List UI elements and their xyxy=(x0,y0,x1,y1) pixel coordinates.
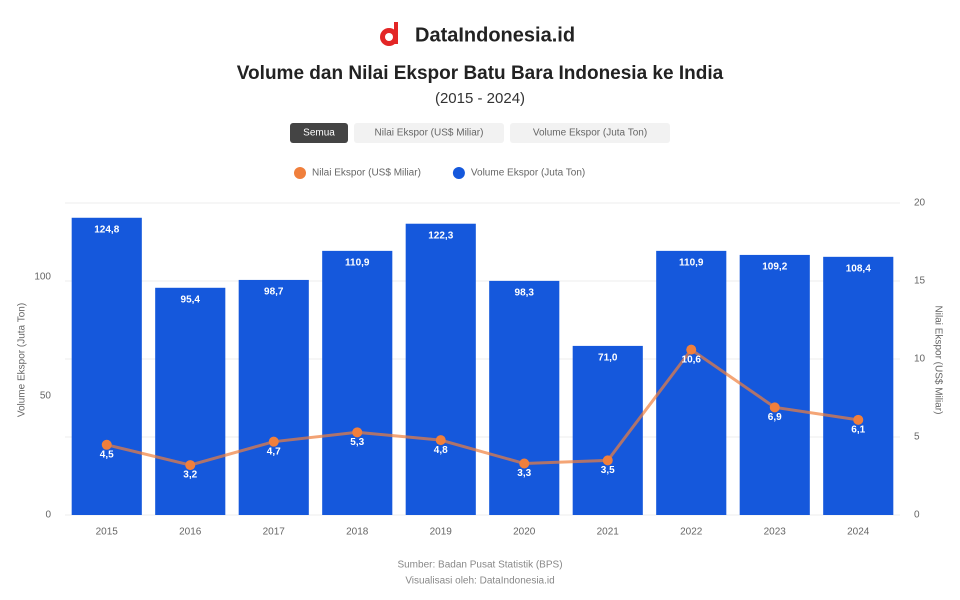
filter-button[interactable] xyxy=(290,123,348,143)
line-point xyxy=(853,414,864,425)
bar xyxy=(823,256,894,515)
y-tick-label: 100 xyxy=(34,271,51,282)
chart-subtitle: (2015 - 2024) xyxy=(435,90,525,107)
y2-tick-label: 20 xyxy=(914,198,926,209)
line-point xyxy=(769,402,780,413)
x-tick-label: 2017 xyxy=(263,527,286,538)
logo-icon xyxy=(385,33,393,41)
legend-marker[interactable] xyxy=(452,167,465,179)
point-value-label: 6,9 xyxy=(768,412,782,423)
bar xyxy=(572,345,643,515)
bar xyxy=(71,217,142,515)
bar xyxy=(489,280,560,515)
y-tick-label: 50 xyxy=(40,391,52,402)
filter-button-label[interactable]: Semua xyxy=(303,128,335,139)
credit-note: Visualisasi oleh: DataIndonesia.id xyxy=(405,576,554,587)
line-point xyxy=(352,427,363,438)
bar-value-label: 124,8 xyxy=(94,224,119,235)
point-value-label: 10,6 xyxy=(682,354,702,365)
bar xyxy=(155,287,226,515)
source-note: Sumber: Badan Pusat Statistik (BPS) xyxy=(397,560,562,571)
point-value-label: 3,5 xyxy=(601,465,615,476)
y2-tick-label: 5 xyxy=(914,432,920,443)
point-value-label: 3,2 xyxy=(183,470,197,481)
legend-label[interactable]: Nilai Ekspor (US$ Miliar) xyxy=(312,168,421,179)
bar xyxy=(322,250,393,515)
legend-marker[interactable] xyxy=(294,167,306,179)
filter-button-label[interactable]: Volume Ekspor (Juta Ton) xyxy=(533,128,647,139)
bar-value-label: 98,3 xyxy=(515,288,535,299)
bar xyxy=(739,254,810,516)
bar-value-label: 98,7 xyxy=(264,287,284,298)
x-tick-label: 2020 xyxy=(513,527,536,538)
bar-value-label: 108,4 xyxy=(846,263,871,274)
point-value-label: 5,3 xyxy=(350,437,364,448)
x-tick-label: 2024 xyxy=(847,527,870,538)
line-point xyxy=(101,439,112,450)
legend-label[interactable]: Volume Ekspor (Juta Ton) xyxy=(471,168,585,179)
point-value-label: 4,7 xyxy=(267,446,281,457)
x-tick-label: 2015 xyxy=(96,527,119,538)
bar-value-label: 95,4 xyxy=(181,294,201,305)
y-tick-label: 0 xyxy=(45,510,51,521)
point-value-label: 4,8 xyxy=(434,445,448,456)
x-tick-label: 2021 xyxy=(597,527,620,538)
bar-value-label: 110,9 xyxy=(345,258,370,269)
x-tick-label: 2016 xyxy=(179,527,202,538)
line-point xyxy=(519,458,530,469)
logo-icon xyxy=(394,22,398,44)
line-point xyxy=(435,435,446,446)
x-tick-label: 2022 xyxy=(680,527,703,538)
bar-value-label: 109,2 xyxy=(762,262,787,273)
bar-value-label: 110,9 xyxy=(679,258,704,269)
line-point xyxy=(185,460,196,471)
line xyxy=(106,347,859,467)
x-tick-label: 2023 xyxy=(764,527,787,538)
y2-axis-title: Nilai Ekspor (US$ Miliar) xyxy=(932,306,943,415)
point-value-label: 3,3 xyxy=(517,468,531,479)
filter-button[interactable] xyxy=(354,123,504,143)
line-point xyxy=(268,436,279,447)
point-value-label: 4,5 xyxy=(100,449,114,460)
bar xyxy=(405,223,476,515)
x-tick-label: 2019 xyxy=(430,527,453,538)
y2-tick-label: 15 xyxy=(914,276,926,287)
logo xyxy=(380,22,398,46)
bar-value-label: 122,3 xyxy=(428,230,453,241)
brand: DataIndonesia.id xyxy=(415,24,575,46)
y2-tick-label: 0 xyxy=(914,510,920,521)
x-tick-label: 2018 xyxy=(346,527,369,538)
bar xyxy=(238,279,309,515)
chart-title: Volume dan Nilai Ekspor Batu Bara Indone… xyxy=(237,63,724,84)
bar-value-label: 71,0 xyxy=(598,353,618,364)
y-axis-title: Volume Ekspor (Juta Ton) xyxy=(17,303,28,417)
line-point xyxy=(602,455,613,466)
y2-tick-label: 10 xyxy=(914,354,926,365)
filter-button[interactable] xyxy=(510,123,670,143)
line-point xyxy=(686,344,697,355)
filter-button-label[interactable]: Nilai Ekspor (US$ Miliar) xyxy=(375,128,484,139)
point-value-label: 6,1 xyxy=(851,424,865,435)
